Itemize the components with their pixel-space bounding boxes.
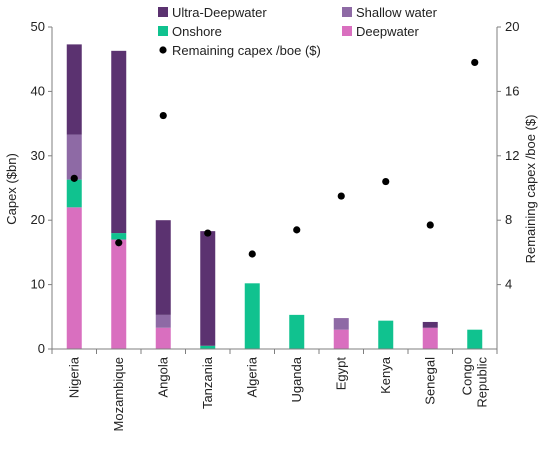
- legend-label: Ultra-Deepwater: [172, 5, 267, 20]
- legend-item: Shallow water: [342, 5, 438, 20]
- bar-segment: [333, 318, 349, 330]
- legend-item: Remaining capex /boe ($): [159, 43, 321, 58]
- bar-segment: [422, 327, 438, 349]
- y2-tick-label: 8: [505, 212, 512, 227]
- y-axis-title: Capex ($bn): [4, 153, 19, 225]
- capex-boe-point: [337, 192, 345, 200]
- bar-segment: [333, 329, 349, 349]
- capex-boe-point: [426, 221, 434, 229]
- y-tick-label: 10: [31, 277, 45, 292]
- capex-boe-point: [382, 177, 390, 186]
- x-tick-label: Tanzania: [200, 356, 215, 409]
- capex-boe-point: [70, 174, 78, 182]
- y-tick-label: 20: [31, 212, 45, 227]
- bars-layer: [66, 44, 483, 349]
- bar-segment: [155, 327, 171, 349]
- legend-label: Onshore: [172, 24, 222, 39]
- capex-boe-point: [471, 58, 479, 67]
- capex-boe-point: [248, 250, 256, 258]
- bar-segment: [467, 329, 483, 349]
- bar-segment: [155, 220, 171, 315]
- x-tick-label: Algeria: [244, 356, 259, 397]
- x-tick-label: Senegal: [422, 357, 437, 405]
- x-tick-label: Uganda: [289, 356, 304, 402]
- x-tick-label: CongoRepublic: [459, 357, 489, 408]
- x-tick-label: Egypt: [333, 357, 348, 391]
- bar-segment: [200, 345, 216, 349]
- legend: Ultra-Deepwater Shallow water Onshore Deepw…: [158, 5, 438, 58]
- x-tick-label: Kenya: [378, 356, 393, 394]
- y2-tick-label: 12: [505, 148, 519, 163]
- bar-segment: [289, 314, 305, 349]
- bar-segment: [244, 283, 260, 349]
- legend-label: Shallow water: [356, 5, 438, 20]
- axes-layer: 0 10 20 30 40 50 4 8 12 16 20 Nigeria Mozambique Ango…: [31, 19, 520, 431]
- bar-segment: [200, 231, 216, 346]
- y2-axis-title: Remaining capex /boe ($): [523, 115, 538, 264]
- bar-segment: [111, 239, 127, 349]
- bar-segment: [66, 179, 82, 208]
- bar-segment: [66, 207, 82, 349]
- x-tick-label: Angola: [155, 356, 170, 397]
- y-tick-label: 30: [31, 148, 45, 163]
- legend-swatch: [342, 7, 352, 17]
- capex-boe-point: [159, 111, 167, 120]
- legend-item: Onshore: [158, 24, 222, 39]
- bar-segment: [66, 44, 82, 135]
- y2-tick-label: 16: [505, 83, 519, 98]
- legend-swatch: [158, 26, 168, 36]
- legend-label: Remaining capex /boe ($): [172, 43, 321, 58]
- legend-swatch: [342, 26, 352, 36]
- legend-swatch: [159, 46, 167, 54]
- y2-tick-label: 20: [505, 19, 519, 34]
- y-tick-label: 0: [38, 341, 45, 356]
- bar-segment: [378, 320, 394, 349]
- y-tick-label: 40: [31, 83, 45, 98]
- x-tick-label: Mozambique: [111, 357, 126, 431]
- legend-item: Ultra-Deepwater: [158, 5, 267, 20]
- y-tick-label: 50: [31, 19, 45, 34]
- bar-segment: [66, 134, 82, 180]
- x-tick-label: Nigeria: [66, 356, 81, 398]
- bar-segment: [422, 321, 438, 328]
- legend-item: Deepwater: [342, 24, 420, 39]
- bar-segment: [111, 50, 127, 234]
- bar-segment: [111, 233, 127, 240]
- bar-segment: [155, 314, 171, 328]
- legend-swatch: [158, 7, 168, 17]
- capex-boe-point: [115, 239, 123, 247]
- dots-layer: [70, 58, 479, 258]
- capex-boe-point: [293, 226, 301, 234]
- capex-boe-point: [204, 229, 212, 237]
- legend-label: Deepwater: [356, 24, 420, 39]
- y2-tick-label: 4: [505, 277, 512, 292]
